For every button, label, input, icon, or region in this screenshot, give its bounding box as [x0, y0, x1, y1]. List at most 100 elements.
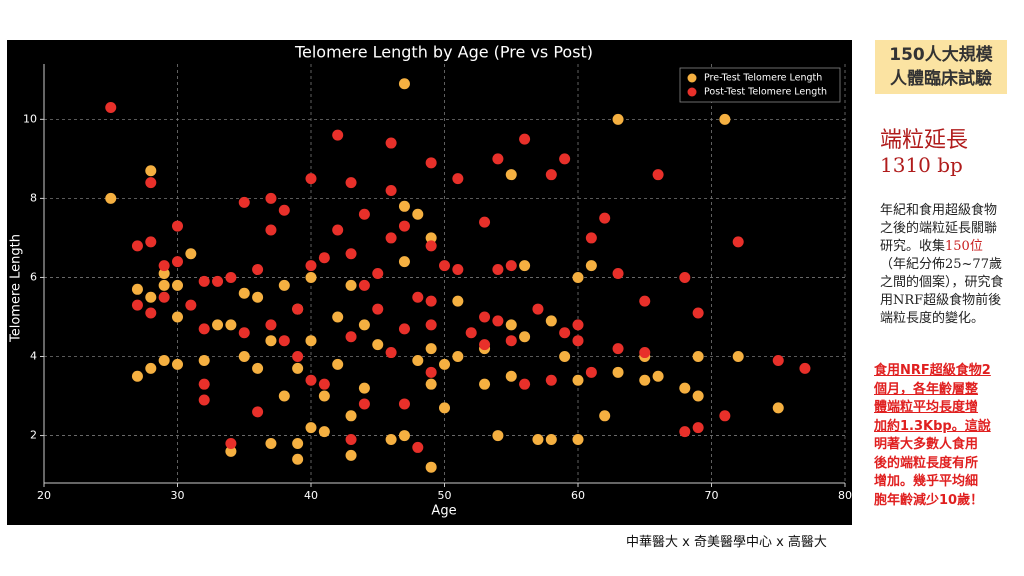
point [332, 129, 344, 141]
point [585, 232, 597, 244]
footer: 中華醫大 x 奇美醫學中心 x 高醫大 [626, 535, 827, 550]
point [545, 374, 557, 386]
point [398, 78, 410, 90]
highlight-line: 增加。幾乎平均細 [874, 474, 979, 489]
point [198, 354, 210, 366]
point [719, 410, 731, 422]
point [385, 434, 397, 446]
x-axis-label: Age [431, 504, 456, 519]
point [772, 402, 784, 414]
point [545, 169, 557, 181]
point [158, 291, 170, 303]
point [278, 335, 290, 347]
point [172, 220, 183, 232]
point [572, 374, 584, 386]
point [385, 232, 397, 244]
point [519, 260, 531, 272]
point [679, 271, 691, 283]
point [679, 426, 691, 438]
point [398, 398, 410, 410]
point [519, 133, 531, 145]
text: 150位 [945, 239, 983, 254]
point [545, 434, 557, 446]
point [238, 196, 250, 208]
point [198, 275, 210, 287]
point [679, 382, 691, 394]
highlight-line: 加約1.3Kbp。這說 [874, 418, 991, 434]
point [345, 410, 357, 422]
point [238, 351, 250, 363]
point [452, 351, 464, 363]
point [131, 240, 143, 252]
point [212, 275, 224, 287]
x-tick-label: 70 [705, 489, 719, 502]
point [238, 287, 250, 299]
x-tick-label: 50 [438, 489, 452, 502]
point [532, 434, 544, 446]
point [358, 279, 370, 291]
point [492, 264, 504, 276]
point [612, 343, 624, 355]
point [505, 260, 517, 272]
point [265, 335, 277, 347]
point [572, 335, 584, 347]
point [198, 378, 210, 390]
point [692, 307, 704, 319]
y-tick-label: 6 [30, 270, 37, 283]
point [572, 319, 584, 331]
y-tick-label: 10 [23, 112, 37, 125]
point [692, 390, 704, 402]
point [732, 236, 744, 248]
point [145, 362, 157, 374]
point [265, 437, 277, 449]
point [519, 378, 531, 390]
point [332, 358, 344, 370]
point [519, 331, 531, 343]
point [732, 351, 744, 363]
point [425, 232, 437, 244]
point [318, 390, 330, 402]
highlight-line: 體端粒平均長度增 [874, 400, 979, 415]
point [505, 319, 517, 331]
point [372, 268, 384, 279]
headline: 端粒延長 [880, 128, 969, 153]
point [358, 382, 370, 394]
paragraph: 年紀和食用超級食物之後的端粒延長關聯研究。收集150位 （年紀分佈25~77歲之間… [880, 202, 1008, 328]
point [599, 410, 611, 422]
point [425, 319, 437, 331]
x-tick-label: 40 [304, 489, 318, 502]
point [398, 430, 410, 442]
point [652, 370, 664, 382]
point [452, 295, 464, 307]
point [505, 169, 517, 181]
point [332, 311, 344, 323]
point [158, 268, 170, 279]
point [105, 101, 117, 113]
point [198, 323, 210, 335]
x-tick-label: 20 [37, 489, 51, 502]
point [145, 291, 157, 303]
point [145, 177, 157, 189]
point [585, 366, 597, 378]
point [131, 299, 143, 311]
point [252, 264, 264, 276]
point [158, 279, 170, 291]
y-axis-label: Telomere Length [9, 234, 24, 343]
point [572, 434, 584, 446]
legend-marker [687, 73, 697, 83]
point [345, 177, 357, 189]
point [372, 303, 384, 315]
y-tick-label: 8 [30, 191, 37, 204]
point [225, 445, 237, 457]
badge-line: 人體臨床試驗 [890, 69, 992, 89]
point [292, 453, 304, 465]
point [425, 240, 437, 252]
point [225, 319, 237, 331]
point [479, 378, 491, 390]
chart-title: Telomere Length by Age (Pre vs Post) [294, 43, 593, 62]
point [172, 358, 183, 370]
point [505, 370, 517, 382]
point [425, 461, 437, 473]
point [772, 354, 784, 366]
